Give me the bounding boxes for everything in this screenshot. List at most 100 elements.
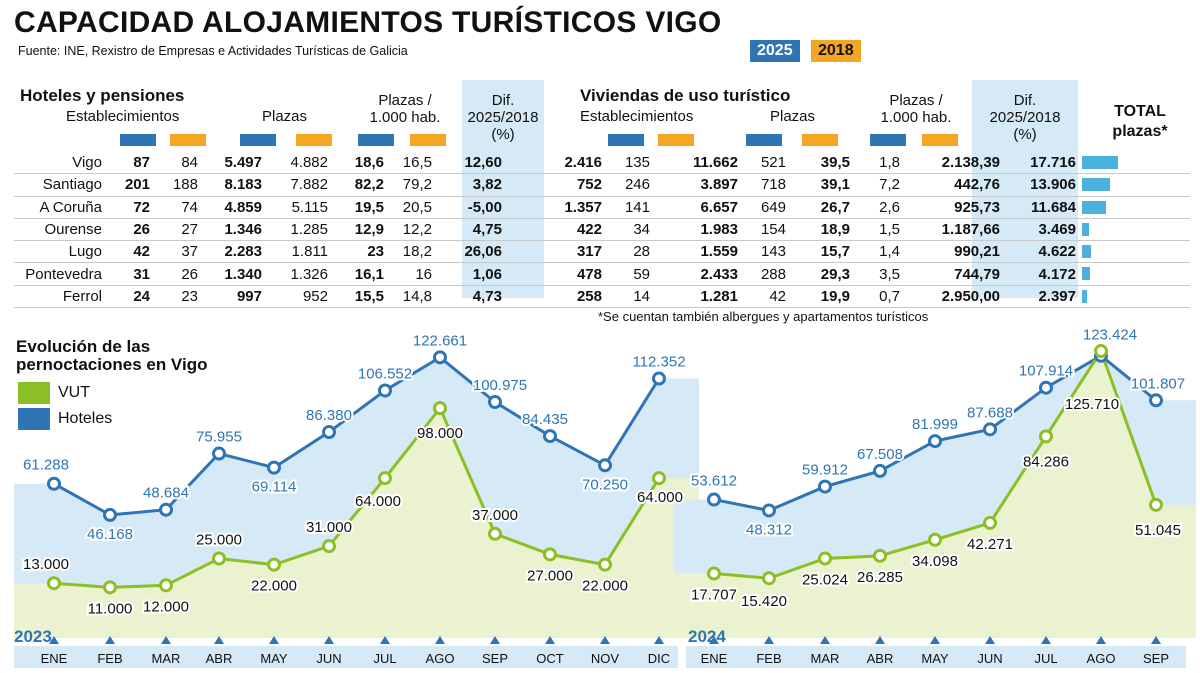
- month-tick: [214, 636, 224, 644]
- vut-point: [103, 580, 117, 595]
- table-row: Ferrol 24 23 997 952 15,5 14,8 4,73 258 14 1.281 42…: [14, 285, 1190, 309]
- month-label: SEP: [1143, 651, 1169, 666]
- legend-hoteles-swatch: [18, 408, 50, 430]
- legend-vut-label: VUT: [58, 384, 90, 401]
- vut-point: [983, 515, 997, 530]
- total-bar-cell: [1076, 152, 1190, 175]
- hoteles-point: [873, 463, 887, 478]
- vut-hab-2018: 7,2: [850, 173, 900, 197]
- month-tick: [269, 636, 279, 644]
- city-cell: Ourense: [14, 218, 108, 242]
- legend-hoteles-label: Hoteles: [58, 410, 113, 427]
- hotel-hab-2018: 18,2: [384, 240, 432, 264]
- hotel-est-2018: 84: [150, 152, 198, 175]
- vut-data-label: 27.000: [527, 567, 573, 584]
- month-label: JUL: [1034, 651, 1057, 666]
- vut-data-label: 34.098: [912, 553, 958, 570]
- total-bar-cell: [1076, 196, 1190, 219]
- hotel-est-2018: 23: [150, 285, 198, 309]
- swatch-2025: [870, 134, 906, 146]
- header-dif-line2: 2025/2018: [467, 109, 539, 126]
- swatch-2025: [240, 134, 276, 146]
- vut-data-label: 31.000: [306, 519, 352, 536]
- vut-data-label: 17.707: [691, 587, 737, 604]
- month-label: JUN: [977, 651, 1002, 666]
- vut-hab-2025: 15,7: [786, 240, 850, 264]
- vut-hab-2018: 1,8: [850, 152, 900, 175]
- axis-band-2024: [686, 646, 1186, 668]
- city-cell: Santiago: [14, 173, 108, 197]
- vut-point: [267, 557, 281, 572]
- vut-dif: 1.187,66: [900, 218, 1004, 242]
- month-tick: [709, 636, 719, 644]
- month-tick: [161, 636, 171, 644]
- header-establecimientos: Establecimientos: [66, 108, 180, 125]
- vut-point: [652, 471, 666, 486]
- hotel-plazas-2018: 952: [262, 285, 328, 309]
- month-tick: [985, 636, 995, 644]
- hotel-hab-2018: 79,2: [384, 173, 432, 197]
- month-tick: [930, 636, 940, 644]
- hotel-est-2018: 26: [150, 262, 198, 286]
- vut-dif: 442,76: [900, 173, 1004, 197]
- vut-point: [707, 566, 721, 581]
- vut-hab-2025: 19,9: [786, 285, 850, 309]
- header-total-line1: TOTAL: [1114, 103, 1166, 120]
- vut-point: [1039, 429, 1053, 444]
- hotel-hab-2025: 19,5: [328, 196, 384, 219]
- month-tick: [875, 636, 885, 644]
- vut-hab-2025: 39,5: [786, 152, 850, 175]
- vut-est-2018: 246: [602, 173, 650, 197]
- month-label: MAY: [921, 651, 949, 666]
- month-tick: [1041, 636, 1051, 644]
- vut-est-2025: 2.416: [512, 152, 602, 175]
- month-label: FEB: [756, 651, 781, 666]
- hotel-plazas-2025: 8.183: [198, 173, 262, 197]
- vut-dif: 744,79: [900, 262, 1004, 286]
- month-label: NOV: [591, 651, 620, 666]
- hoteles-data-label: 67.508: [857, 446, 903, 463]
- hoteles-point: [928, 434, 942, 449]
- table-row: Vigo 87 84 5.497 4.882 18,6 16,5 12,60 2.416 135 1…: [14, 152, 1190, 175]
- vut-point: [212, 551, 226, 566]
- vut-plazas-2018: 154: [738, 218, 786, 242]
- hotel-hab-2025: 23: [328, 240, 384, 264]
- swatch-2025: [608, 134, 644, 146]
- year-label: 2024: [688, 627, 726, 646]
- vut-est-2025: 478: [512, 262, 602, 286]
- header-dif-line3: (%): [491, 126, 515, 143]
- swatch-2018: [410, 134, 446, 146]
- month-tick: [1151, 636, 1161, 644]
- month-label: ABR: [867, 651, 894, 666]
- hoteles-data-label: 81.999: [912, 416, 958, 433]
- vut-hab-2018: 0,7: [850, 285, 900, 309]
- vut-plazas-2025: 2.433: [650, 262, 738, 286]
- total-bar: [1082, 178, 1110, 192]
- vut-est-2018: 14: [602, 285, 650, 309]
- vut-data-label: 64.000: [637, 489, 683, 506]
- vut-hab-2025: 18,9: [786, 218, 850, 242]
- total-plazas: 13.906: [1004, 173, 1076, 197]
- hotel-est-2018: 37: [150, 240, 198, 264]
- hotel-hab-2018: 16: [384, 262, 432, 286]
- hotel-hab-2018: 14,8: [384, 285, 432, 309]
- vut-hab-2025: 26,7: [786, 196, 850, 219]
- hoteles-point: [103, 507, 117, 522]
- table-row: A Coruña 72 74 4.859 5.115 19,5 20,5 -5,00 1.357…: [14, 196, 1190, 219]
- legend-2018: 2018: [811, 40, 861, 62]
- hotel-plazas-2025: 1.340: [198, 262, 262, 286]
- header-plazas-hab-vut: Plazas / 1.000 hab.: [868, 92, 964, 126]
- vut-est-2018: 59: [602, 262, 650, 286]
- hoteles-point: [267, 460, 281, 475]
- hotel-plazas-2025: 4.859: [198, 196, 262, 219]
- chart-title: Evolución de las pernoctaciones en Vigo: [16, 337, 208, 374]
- section-hoteles-title: Hoteles y pensiones: [20, 86, 185, 105]
- total-bar-cell: [1076, 262, 1190, 286]
- total-plazas: 11.684: [1004, 196, 1076, 219]
- hoteles-data-label: 112.352: [632, 354, 685, 371]
- hotel-plazas-2025: 2.283: [198, 240, 262, 264]
- hotel-est-2025: 201: [108, 173, 150, 197]
- month-tick: [1096, 636, 1106, 644]
- hotel-plazas-2018: 1.811: [262, 240, 328, 264]
- vut-plazas-2018: 42: [738, 285, 786, 309]
